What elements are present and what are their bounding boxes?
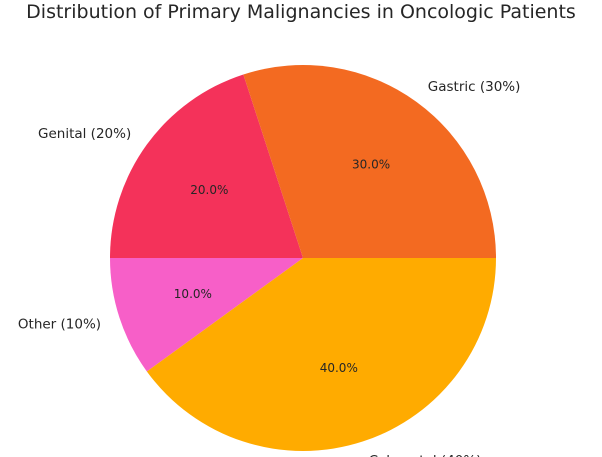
slice-label-other: Other (10%) xyxy=(18,317,101,333)
slice-label-colorectal: Colorectal (40%) xyxy=(369,453,482,457)
pct-label-colorectal: 40.0% xyxy=(320,361,358,375)
pie-slice-genital xyxy=(110,74,303,258)
pie-labels: 20.0% Genital (20%) 10.0% Other (10%) 40.0% C… xyxy=(18,79,520,457)
pie-slice-other xyxy=(110,258,303,372)
chart-title: Distribution of Primary Malignancies in … xyxy=(26,1,576,23)
pct-label-other: 10.0% xyxy=(174,287,212,301)
pie-slice-colorectal xyxy=(146,258,496,451)
slice-label-genital: Genital (20%) xyxy=(38,126,131,142)
pie-slices xyxy=(110,65,496,451)
pct-label-genital: 20.0% xyxy=(190,183,228,197)
slice-label-gastric: Gastric (30%) xyxy=(428,79,521,95)
pie-slice-gastric xyxy=(243,65,496,259)
pct-label-gastric: 30.0% xyxy=(352,157,390,171)
